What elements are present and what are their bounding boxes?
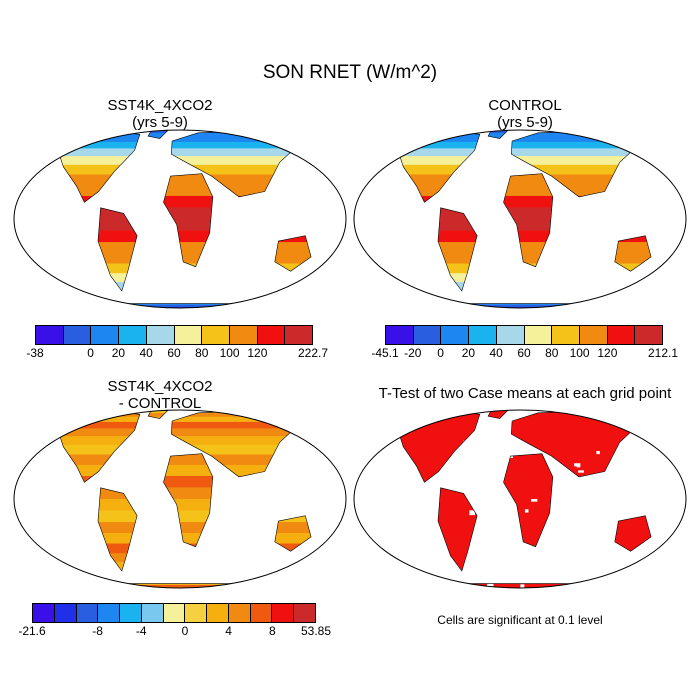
colorbar-label: 80: [545, 346, 558, 360]
colorbar-sst4k: [35, 325, 313, 345]
colorbar-label: 120: [247, 346, 267, 360]
colorbar-labels-diff: -21.6 -8 -4 0 4 8 53.85: [32, 624, 316, 638]
colorbar-swatch: [147, 326, 175, 344]
colorbar-label: 0: [87, 346, 94, 360]
colorbar-diff: [32, 603, 316, 623]
colorbar-label: -21.6: [18, 624, 45, 638]
colorbar-label: 222.7: [298, 346, 328, 360]
colorbar-control: [385, 325, 663, 345]
colorbar-swatch: [258, 326, 286, 344]
colorbar-swatch: [580, 326, 608, 344]
colorbar-swatch: [55, 604, 77, 622]
colorbar-swatch: [635, 326, 662, 344]
colorbar-swatch: [77, 604, 99, 622]
panel-title-sst4k: SST4K_4XCO2 (yrs 5-9): [40, 97, 280, 131]
colorbar-labels-sst4k: -38 0 20 40 60 80 100 120 222.7: [35, 346, 313, 360]
colorbar-label: 20: [112, 346, 125, 360]
colorbar-swatch: [98, 604, 120, 622]
colorbar-label: 0: [437, 346, 444, 360]
colorbar-label: 40: [140, 346, 153, 360]
colorbar-label: 212.1: [648, 346, 678, 360]
colorbar-label: 53.85: [301, 624, 331, 638]
colorbar-label: 0: [182, 624, 189, 638]
colorbar-swatch: [119, 326, 147, 344]
colorbar-swatch: [91, 326, 119, 344]
colorbar-swatch: [175, 326, 203, 344]
figure-title: SON RNET (W/m^2): [0, 62, 700, 84]
colorbar-swatch: [36, 326, 64, 344]
colorbar-swatch: [497, 326, 525, 344]
colorbar-label: 20: [462, 346, 475, 360]
colorbar-label: 4: [225, 624, 232, 638]
colorbar-swatch: [120, 604, 142, 622]
panel-title-line1: CONTROL: [405, 97, 645, 114]
colorbar-swatch: [469, 326, 497, 344]
colorbar-swatch: [164, 604, 186, 622]
colorbar-label: 60: [517, 346, 530, 360]
colorbar-label: -8: [92, 624, 103, 638]
colorbar-label: -38: [26, 346, 43, 360]
colorbar-swatch: [202, 326, 230, 344]
colorbar-swatch: [608, 326, 636, 344]
colorbar-swatch: [386, 326, 414, 344]
colorbar-swatch: [414, 326, 442, 344]
colorbar-swatch: [285, 326, 312, 344]
colorbar-swatch: [294, 604, 315, 622]
panel-title-line1: T-Test of two Case means at each grid po…: [355, 385, 695, 402]
panel-title-ttest: T-Test of two Case means at each grid po…: [355, 385, 695, 402]
colorbar-swatch: [64, 326, 92, 344]
colorbar-label: 120: [597, 346, 617, 360]
colorbar-label: 80: [195, 346, 208, 360]
colorbar-swatch: [272, 604, 294, 622]
colorbar-label: 8: [269, 624, 276, 638]
colorbar-swatch: [229, 604, 251, 622]
colorbar-swatch: [525, 326, 553, 344]
colorbar-swatch: [552, 326, 580, 344]
colorbar-swatch: [33, 604, 55, 622]
map-control: [352, 128, 688, 310]
map-sst4k: [12, 128, 348, 310]
colorbar-labels-control: -45.1 -20 0 20 40 60 80 100 120 212.1: [385, 346, 663, 360]
panel-title-control: CONTROL (yrs 5-9): [405, 97, 645, 131]
colorbar-label: 100: [220, 346, 240, 360]
colorbar-label: 40: [490, 346, 503, 360]
colorbar-label: -45.1: [371, 346, 398, 360]
colorbar-swatch: [251, 604, 273, 622]
colorbar-swatch: [185, 604, 207, 622]
colorbar-swatch: [207, 604, 229, 622]
colorbar-label: -20: [404, 346, 421, 360]
panel-title-line1: SST4K_4XCO2: [40, 97, 280, 114]
colorbar-swatch: [441, 326, 469, 344]
colorbar-label: 100: [570, 346, 590, 360]
colorbar-label: 60: [167, 346, 180, 360]
colorbar-label: -4: [136, 624, 147, 638]
colorbar-swatch: [142, 604, 164, 622]
colorbar-swatch: [230, 326, 258, 344]
significance-note: Cells are significant at 0.1 level: [380, 613, 660, 627]
map-diff: [12, 408, 348, 590]
panel-title-line1: SST4K_4XCO2: [40, 378, 280, 395]
map-ttest: [352, 408, 688, 590]
panel-title-diff: SST4K_4XCO2 - CONTROL: [40, 378, 280, 412]
